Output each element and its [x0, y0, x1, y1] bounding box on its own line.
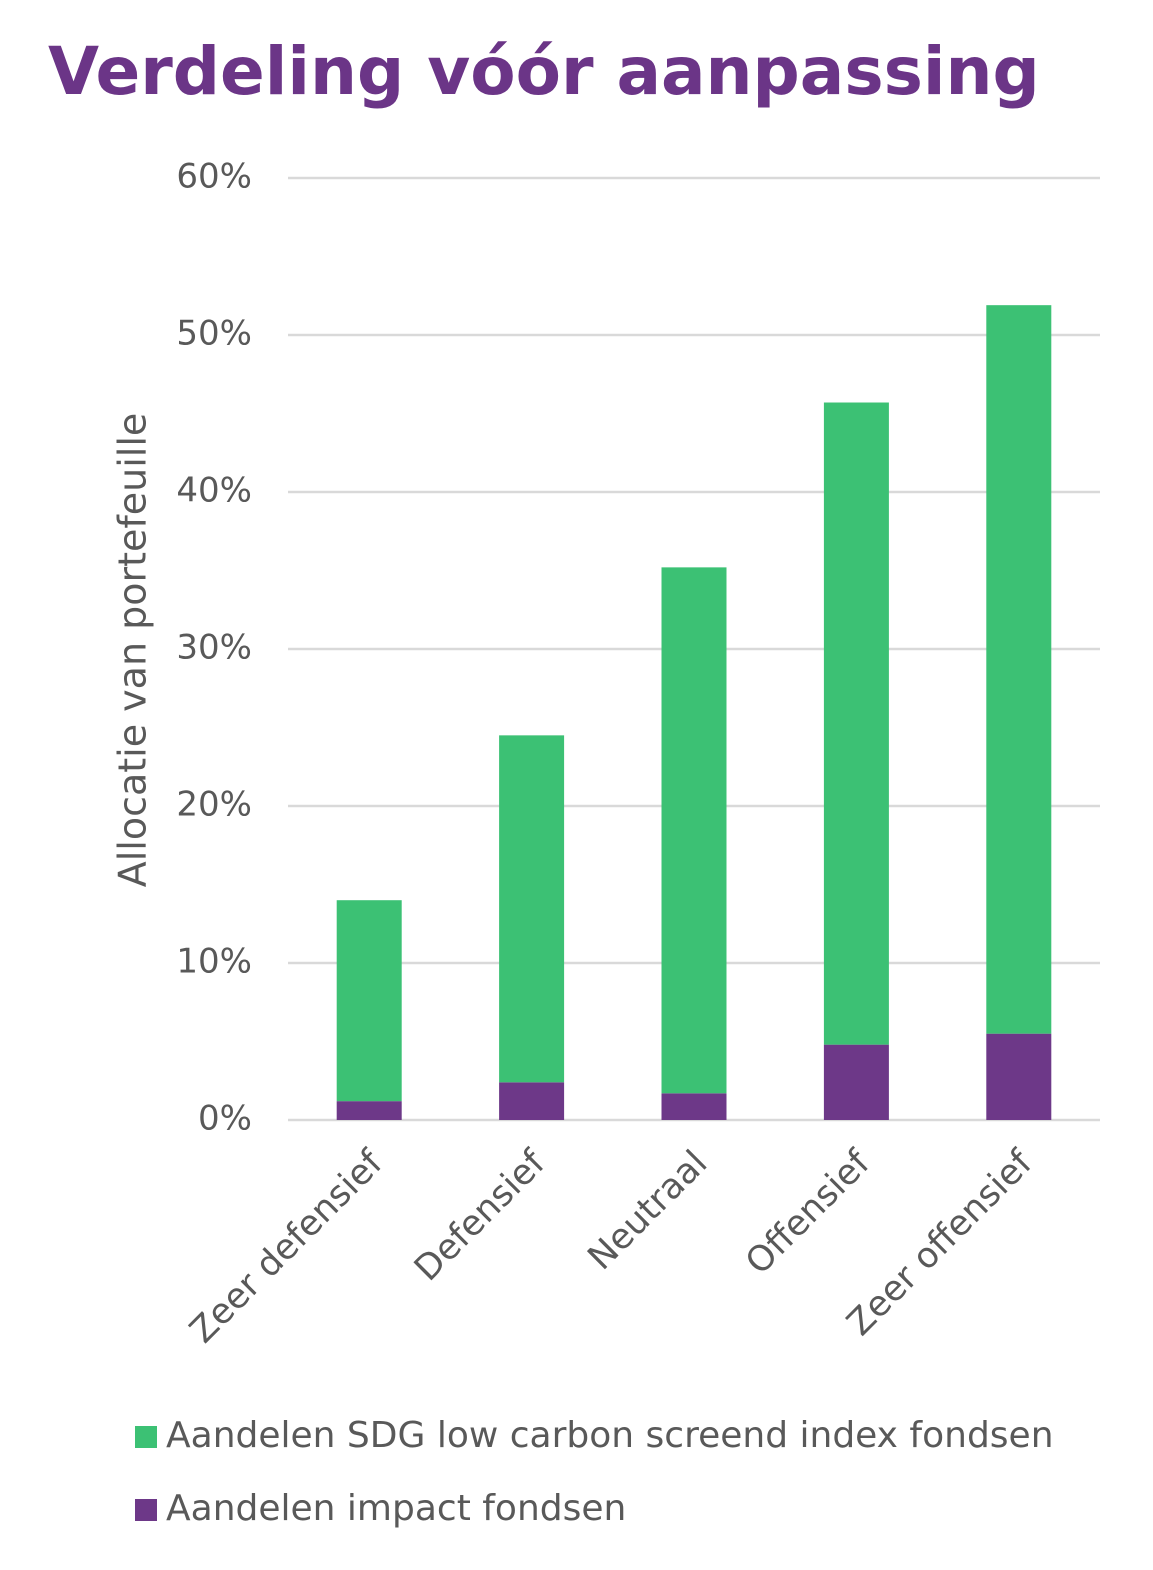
legend-label: Aandelen impact fondsen — [166, 1488, 626, 1529]
bar-segment — [661, 567, 727, 1094]
y-tick-label: 50% — [176, 314, 252, 354]
y-tick-label: 30% — [176, 628, 252, 668]
bar-segment — [823, 1044, 889, 1120]
bar-segment — [986, 305, 1052, 1034]
x-tick-label: Zeer defensief — [183, 1143, 391, 1351]
y-tick-label: 20% — [176, 785, 252, 825]
bar-segment — [661, 1093, 727, 1120]
bar-segment — [499, 735, 565, 1083]
x-tick-label: Neutraal — [581, 1143, 716, 1278]
bar-segment — [986, 1033, 1052, 1120]
y-tick-label: 60% — [176, 157, 252, 197]
y-axis-title: Allocatie van portefeuille — [111, 413, 155, 888]
legend-label: Aandelen SDG low carbon screend index fo… — [166, 1415, 1054, 1456]
legend-swatch — [135, 1426, 157, 1448]
bar-segment — [823, 402, 889, 1045]
chart-title: Verdeling vóór aanpassing — [48, 33, 1040, 110]
x-tick-label: Offensief — [738, 1143, 878, 1283]
bar-segment — [336, 900, 402, 1102]
bar-segment — [336, 1101, 402, 1120]
x-tick-label: Defensief — [407, 1143, 553, 1289]
y-tick-label: 0% — [198, 1099, 252, 1139]
bar-segment — [499, 1082, 565, 1120]
legend-swatch — [135, 1499, 157, 1521]
y-tick-label: 40% — [176, 471, 252, 511]
y-tick-label: 10% — [176, 942, 252, 982]
